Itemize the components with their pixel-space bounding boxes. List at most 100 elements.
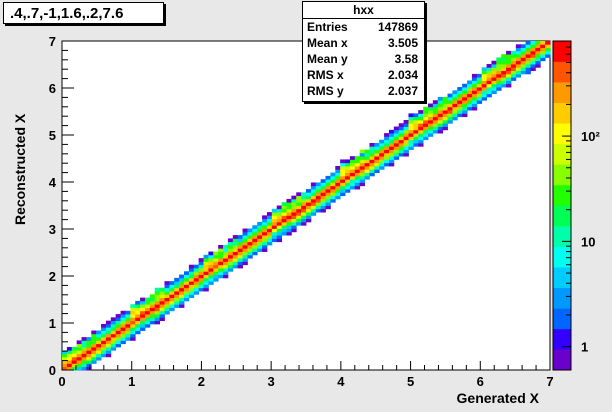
heatmap-cell <box>81 340 87 345</box>
heatmap-cell <box>486 67 492 72</box>
heatmap-cell <box>86 360 92 364</box>
heatmap-cell <box>296 221 302 226</box>
heatmap-cell <box>403 139 409 144</box>
heatmap-cell <box>71 360 78 364</box>
heatmap-cell <box>242 235 248 239</box>
heatmap-cell <box>374 162 380 167</box>
heatmap-cell <box>213 251 219 256</box>
heatmap-cell <box>325 175 331 180</box>
heatmap-cell <box>506 80 512 85</box>
heatmap-cell <box>154 307 160 312</box>
heatmap-cell <box>354 175 361 180</box>
heatmap-cell <box>188 294 195 299</box>
heatmap-cell <box>442 103 448 108</box>
heatmap-cell <box>320 205 326 210</box>
heatmap-cell <box>320 185 326 190</box>
heatmap-cell <box>164 304 170 308</box>
heatmap-cell <box>354 182 361 187</box>
stats-histogram-name: hxx <box>303 2 424 19</box>
heatmap-cell <box>276 235 282 239</box>
x-tick-label: 5 <box>407 374 414 389</box>
heatmap-cell <box>237 238 243 243</box>
heatmap-cell <box>66 366 73 371</box>
heatmap-cell <box>140 323 146 328</box>
heatmap-cell <box>301 212 307 216</box>
heatmap-cell <box>159 297 165 302</box>
heatmap-cell <box>227 258 234 262</box>
heatmap-cell <box>291 215 297 220</box>
heatmap-cell <box>364 169 370 173</box>
heatmap-cell <box>252 241 258 246</box>
heatmap-cell <box>320 179 326 183</box>
heatmap-cell <box>447 116 453 121</box>
heatmap-cell <box>266 221 273 226</box>
heatmap-cell <box>223 261 229 266</box>
heatmap-cell <box>154 320 160 325</box>
heatmap-cell <box>86 363 92 368</box>
heatmap-cell <box>510 60 517 65</box>
heatmap-cell <box>115 320 121 325</box>
heatmap-cell <box>247 235 253 239</box>
heatmap-cell <box>457 113 463 118</box>
stats-row: RMS y 2.037 <box>307 84 418 98</box>
heatmap-cell <box>335 182 341 187</box>
heatmap-cell <box>306 212 312 216</box>
heatmap-cell <box>188 291 195 295</box>
heatmap-cell <box>345 189 351 193</box>
heatmap-cell <box>457 90 463 95</box>
heatmap-cell <box>223 264 229 269</box>
color-scale-segment <box>553 102 571 124</box>
heatmap-cell <box>164 297 170 302</box>
heatmap-cell <box>369 149 375 154</box>
heatmap-cell <box>496 73 502 78</box>
heatmap-cell <box>413 116 419 121</box>
heatmap-cell <box>232 248 239 252</box>
heatmap-cell <box>398 126 404 131</box>
heatmap-cell <box>315 182 322 187</box>
heatmap-cell <box>393 149 400 154</box>
heatmap-cell <box>349 185 356 190</box>
color-scale-segment <box>553 328 571 350</box>
heatmap-cell <box>66 356 73 361</box>
heatmap-cell <box>388 129 395 134</box>
heatmap-cell <box>252 251 258 256</box>
heatmap-cell <box>237 244 243 249</box>
heatmap-cell <box>403 142 409 147</box>
heatmap-cell <box>286 208 292 213</box>
heatmap-cell <box>442 110 448 114</box>
heatmap-cell <box>340 169 346 173</box>
heatmap-cell <box>130 323 136 328</box>
heatmap-cell <box>86 353 92 358</box>
heatmap-cell <box>296 212 302 216</box>
heatmap-cell <box>540 47 546 52</box>
heatmap-cell <box>179 287 185 292</box>
heatmap-cell <box>471 80 478 85</box>
heatmap-cell <box>335 185 341 190</box>
heatmap-cell <box>369 172 375 177</box>
heatmap-cell <box>306 189 312 193</box>
heatmap-cell <box>384 149 390 154</box>
heatmap-cell <box>203 258 209 262</box>
heatmap-cell <box>520 44 526 48</box>
heatmap-cell <box>398 123 404 127</box>
heatmap-cell <box>115 333 121 338</box>
heatmap-cell <box>76 343 82 348</box>
heatmap-cell <box>515 60 522 65</box>
heatmap-cell <box>476 80 483 85</box>
heatmap-cell <box>110 323 117 328</box>
heatmap-cell <box>257 231 263 236</box>
heatmap-cell <box>335 166 341 170</box>
heatmap-cell <box>452 110 458 114</box>
heatmap-cell <box>520 60 526 65</box>
heatmap-cell <box>242 231 248 236</box>
y-tick-label: 7 <box>49 34 56 49</box>
heatmap-cell <box>193 281 200 285</box>
heatmap-cell <box>349 156 356 160</box>
heatmap-cell <box>525 54 531 58</box>
heatmap-cell <box>66 363 73 368</box>
heatmap-cell <box>188 281 195 285</box>
heatmap-cell <box>208 251 214 256</box>
heatmap-cell <box>481 70 487 75</box>
heatmap-cell <box>198 287 204 292</box>
heatmap-cell <box>159 300 165 305</box>
